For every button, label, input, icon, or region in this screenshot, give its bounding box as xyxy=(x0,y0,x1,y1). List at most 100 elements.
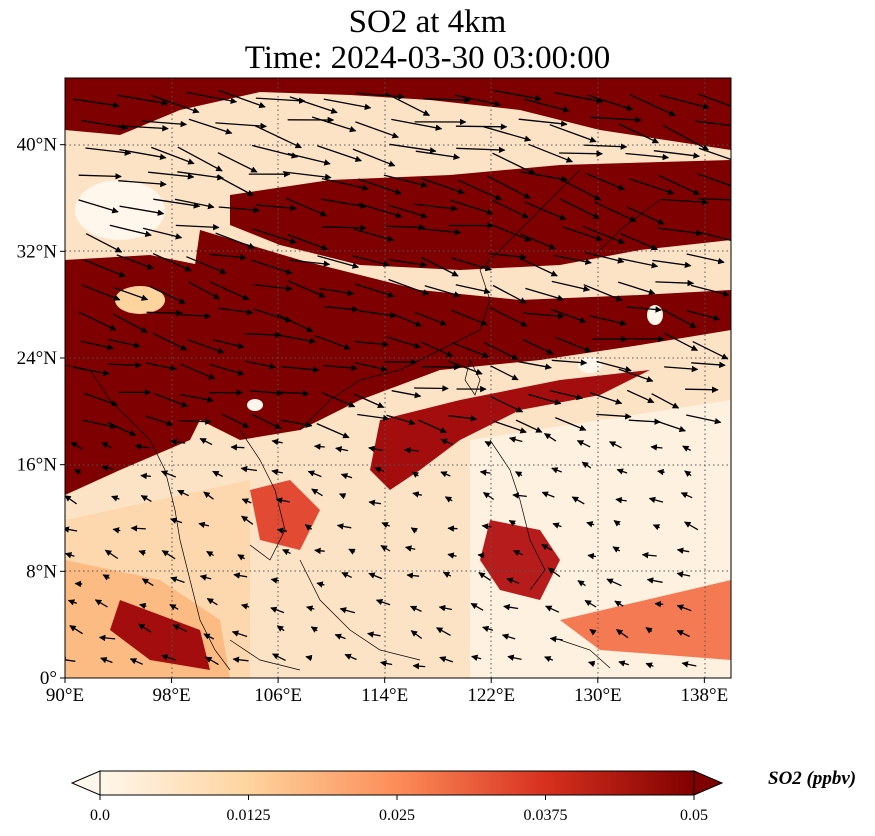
wind-vector-arrow xyxy=(663,332,698,351)
wind-vector-arrow xyxy=(305,654,313,662)
wind-vector-arrow xyxy=(116,254,154,270)
wind-vector-arrow xyxy=(681,661,697,668)
wind-vector-arrow xyxy=(317,255,360,269)
wind-vector-arrow xyxy=(444,496,453,503)
colorbar-tick-label: 0.0125 xyxy=(227,807,271,824)
lat-tick-label: 24°N xyxy=(17,348,58,369)
wind-vector-arrow xyxy=(111,495,120,502)
wind-vector-arrow xyxy=(618,123,659,144)
wind-vector-arrow xyxy=(650,444,663,451)
wind-vector-arrow xyxy=(503,603,519,611)
wind-vector-arrow xyxy=(596,360,632,373)
wind-vector-arrow xyxy=(218,89,266,109)
wind-vector-arrow xyxy=(524,98,570,113)
wind-vector-arrow xyxy=(417,227,462,236)
wind-vector-arrow xyxy=(585,172,625,191)
wind-vector-arrow xyxy=(205,656,219,666)
wind-vector-arrow xyxy=(690,284,730,297)
wind-vector-arrow xyxy=(368,572,383,580)
wind-vector-arrow xyxy=(555,416,587,431)
wind-vector-arrow xyxy=(256,204,297,212)
wind-vector-arrow xyxy=(221,413,250,428)
colorbar-ticks: 0.0 0.0125 0.025 0.0375 0.05 xyxy=(90,795,708,824)
wind-vector-arrow xyxy=(581,461,592,469)
wind-vector-arrow xyxy=(618,257,659,269)
lon-tick-label: 98°E xyxy=(152,685,190,706)
wind-vector-arrow xyxy=(455,284,491,295)
wind-vector-arrow xyxy=(65,495,77,505)
wind-vector-arrow xyxy=(149,285,186,304)
wind-vector-arrow xyxy=(662,308,697,329)
wind-vector-arrow xyxy=(186,91,238,105)
wind-vector-arrow xyxy=(276,527,288,534)
wind-vector-arrow xyxy=(146,362,177,372)
wind-vector-arrow xyxy=(352,148,396,167)
wind-vector-arrow xyxy=(271,438,283,446)
wind-vector-arrow xyxy=(104,549,119,560)
wind-vector-arrow xyxy=(522,338,554,355)
lat-tick-label: 32°N xyxy=(17,241,58,262)
wind-vector-arrow xyxy=(403,447,419,454)
wind-vector-arrow xyxy=(180,363,216,380)
wind-vector-arrow xyxy=(129,658,143,665)
wind-vector-arrow xyxy=(613,519,621,527)
wind-vector-arrow xyxy=(237,554,245,561)
wind-vector-arrow xyxy=(118,125,169,132)
colorbar-tick-label: 0.05 xyxy=(680,807,708,824)
wind-vector-arrow xyxy=(391,390,422,399)
wind-vector-arrow xyxy=(339,493,347,500)
wind-vector-arrow xyxy=(354,340,390,348)
wind-vector-arrow xyxy=(344,653,357,661)
wind-vector-arrow xyxy=(78,311,117,331)
wind-vector-arrow xyxy=(142,227,183,240)
wind-vector-arrow xyxy=(107,338,141,349)
wind-vector-arrow xyxy=(78,173,122,180)
wind-vector-arrow xyxy=(554,254,592,265)
wind-vector-arrow xyxy=(170,576,185,584)
wind-vector-arrow xyxy=(508,519,516,527)
wind-vector-arrow xyxy=(456,179,502,201)
wind-vector-arrow xyxy=(276,625,285,632)
wind-vector-arrow xyxy=(270,606,285,614)
wind-vector-arrow xyxy=(161,654,177,661)
wind-vector-arrow xyxy=(324,306,359,313)
wind-vector-arrow xyxy=(652,524,661,531)
wind-vector-arrow xyxy=(390,312,423,327)
wind-vector-arrow xyxy=(311,116,357,133)
wind-vector-arrow xyxy=(119,148,167,160)
wind-vector-arrow xyxy=(410,630,423,640)
wind-vector-arrow xyxy=(488,252,527,261)
wind-vector-arrow xyxy=(251,413,282,430)
wind-vector-arrow xyxy=(206,597,218,606)
wind-vector-arrow xyxy=(410,527,418,534)
wind-vector-arrow xyxy=(515,471,523,478)
wind-vector-arrow xyxy=(410,605,422,612)
wind-vector-arrow xyxy=(388,204,428,219)
wind-vector-arrow xyxy=(418,419,447,434)
wind-vector-arrow xyxy=(512,492,527,499)
wind-vector-arrow xyxy=(323,98,372,111)
wind-vector-arrow xyxy=(686,414,722,425)
wind-vector-arrow xyxy=(696,173,731,187)
wind-vector-arrow xyxy=(317,145,362,162)
wind-vector-arrow xyxy=(354,362,388,372)
wind-vector-arrow xyxy=(169,603,179,611)
wind-vector-arrow xyxy=(664,365,699,373)
wind-vector-arrow xyxy=(528,143,574,163)
wind-vector-arrow xyxy=(94,599,108,608)
wind-vector-arrow xyxy=(348,548,356,555)
wind-vector-arrow xyxy=(177,489,189,497)
wind-vector-arrow xyxy=(250,259,293,275)
wind-vector-arrow xyxy=(108,361,142,369)
wind-vector-arrow xyxy=(551,467,562,474)
wind-vector-arrow xyxy=(323,364,358,372)
wind-vector-arrow xyxy=(218,307,254,316)
wind-vector-arrow xyxy=(411,471,419,478)
colorbar-tick-label: 0.0 xyxy=(90,807,110,824)
wind-vector-arrow xyxy=(215,122,267,130)
wind-vector-arrow xyxy=(139,602,147,610)
wind-vector-arrow xyxy=(321,198,367,209)
wind-vector-arrow xyxy=(684,521,699,531)
wind-vector-arrow xyxy=(241,498,252,505)
wind-vector-arrow xyxy=(676,571,691,578)
